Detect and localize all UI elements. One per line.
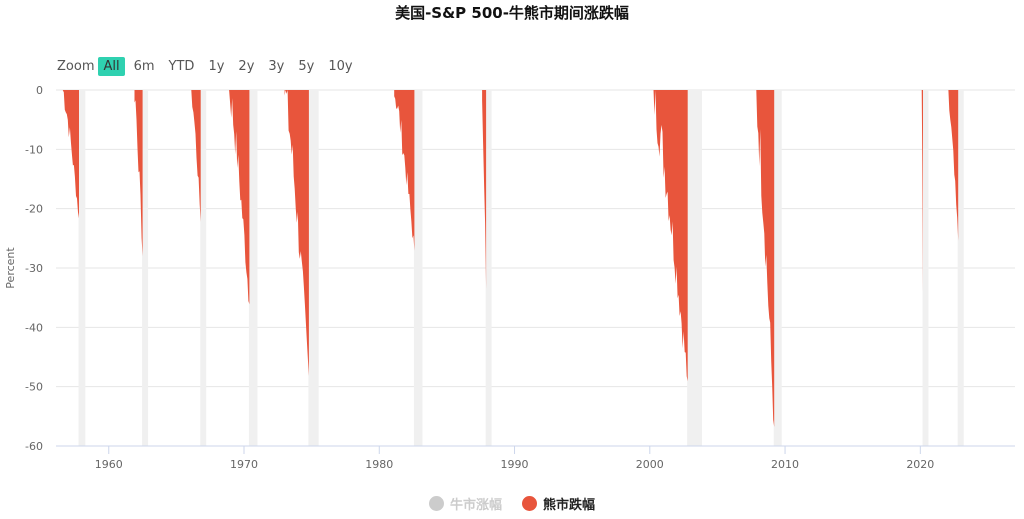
bear-series-bars — [62, 90, 959, 427]
y-axis-title: Percent — [4, 247, 17, 289]
bull-series-bars — [78, 90, 964, 446]
y-tick-label: -40 — [25, 321, 43, 334]
bear-period-bar — [921, 90, 923, 292]
x-tick-label: 1960 — [95, 458, 123, 471]
y-tick-label: -30 — [25, 262, 43, 275]
y-tick-label: -10 — [25, 143, 43, 156]
zoom-10y-button[interactable]: 10y — [328, 58, 353, 74]
bull-period-band — [78, 90, 86, 446]
x-tick-label: 1980 — [365, 458, 393, 471]
bear-period-bar — [134, 90, 143, 257]
x-tick-label: 2020 — [906, 458, 934, 471]
x-tick-label: 2010 — [771, 458, 799, 471]
zoom-5y-button[interactable]: 5y — [298, 58, 315, 74]
legend-label-bull: 牛市涨幅 — [449, 498, 502, 513]
zoom-1y-button[interactable]: 1y — [208, 58, 225, 74]
zoom-2y-button[interactable]: 2y — [238, 58, 255, 74]
bear-period-bar — [191, 90, 201, 222]
bear-period-bar — [394, 90, 415, 251]
zoom-6m-button[interactable]: 6m — [133, 58, 155, 74]
zoom-all-button[interactable]: All — [98, 56, 125, 76]
bear-period-bar — [947, 90, 959, 241]
x-tick-label: 1970 — [230, 458, 258, 471]
chart-plot: 0 -10 -20 -30 -40 -50 -60 1960 1970 1980 1990 2000… — [4, 84, 1015, 471]
bull-period-band — [957, 90, 964, 446]
y-tick-label: -20 — [25, 203, 43, 216]
zoom-ytd-button[interactable]: YTD — [168, 58, 195, 74]
x-tick-label: 1990 — [501, 458, 529, 471]
bear-period-bar — [482, 90, 487, 289]
zoom-label: Zoom — [57, 58, 95, 74]
zoom-bar: Zoom All 6m YTD 1y 2y 3y 5y 10y — [57, 55, 362, 77]
bull-period-band — [687, 90, 702, 446]
bull-period-band — [773, 90, 782, 446]
bull-period-band — [922, 90, 929, 446]
legend-item-bear[interactable]: 熊市跌幅 — [522, 494, 595, 513]
y-tick-label: -60 — [25, 440, 43, 453]
bear-period-bar — [62, 90, 79, 219]
x-tick-label: 2000 — [636, 458, 664, 471]
y-tick-label: 0 — [36, 84, 43, 97]
x-axis: 1960 1970 1980 1990 2000 2010 2020 — [56, 445, 1015, 471]
bear-period-bar — [652, 90, 688, 382]
bull-period-band — [142, 90, 149, 446]
chart-title: 美国-S&P 500-牛熊市期间涨跌幅 — [395, 4, 629, 22]
y-tick-label: -50 — [25, 381, 43, 394]
legend-dot-bull — [428, 496, 444, 511]
legend: 牛市涨幅 熊市跌幅 — [0, 494, 1024, 513]
legend-label-bear: 熊市跌幅 — [543, 498, 596, 513]
bull-period-band — [308, 90, 319, 446]
bull-period-band — [248, 90, 258, 446]
bear-period-bar — [284, 90, 309, 376]
bear-period-bar — [755, 90, 775, 427]
bull-period-band — [485, 90, 492, 446]
bull-period-band — [200, 90, 207, 446]
y-axis: 0 -10 -20 -30 -40 -50 -60 — [25, 84, 43, 453]
bull-period-band — [413, 90, 423, 446]
bear-period-bar — [229, 90, 250, 305]
zoom-3y-button[interactable]: 3y — [268, 58, 285, 74]
legend-dot-bear — [522, 496, 537, 511]
legend-item-bull[interactable]: 牛市涨幅 — [428, 494, 502, 513]
